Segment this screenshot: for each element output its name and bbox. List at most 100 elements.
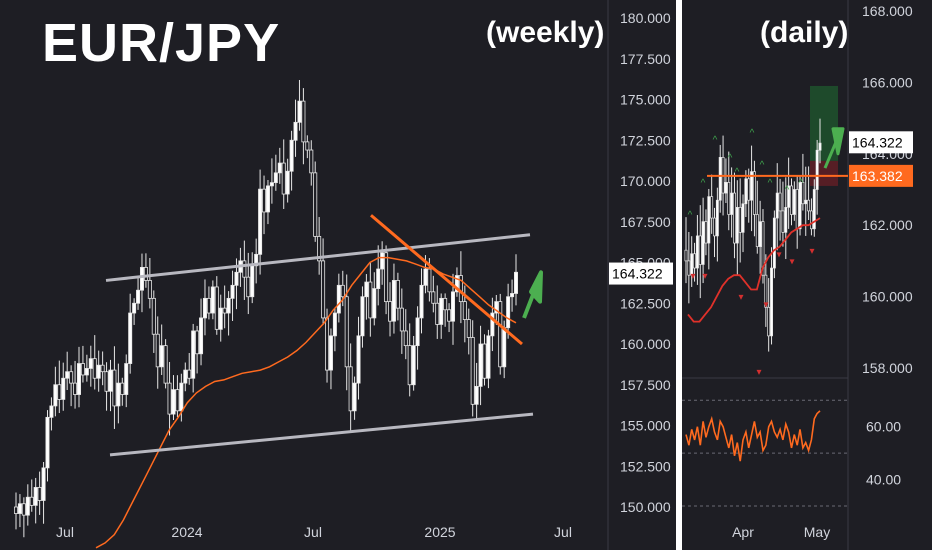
weekly-candle-body	[344, 296, 349, 368]
daily-candle-body	[741, 203, 745, 233]
weekly-candle-body	[454, 275, 459, 293]
weekly-moving-average-line	[95, 256, 517, 549]
weekly-candle-body	[143, 266, 148, 281]
weekly-candle-body	[309, 149, 314, 174]
weekly-candle-body	[466, 319, 471, 338]
weekly-candle-body	[360, 296, 365, 337]
panel-divider	[676, 0, 682, 550]
weekly-candle-body	[395, 280, 400, 309]
daily-candle-body	[687, 260, 691, 276]
weekly-candle-body	[297, 100, 302, 123]
weekly-downtrend-line	[370, 214, 523, 346]
daily-candle-body	[738, 207, 742, 233]
daily-candle-body	[764, 274, 768, 308]
weekly-candle-body	[305, 141, 310, 151]
weekly-last-price-label: 164.322	[612, 266, 663, 282]
weekly-candle-body	[246, 276, 251, 298]
weekly-candle-body	[443, 297, 448, 311]
weekly-x-tick-label: 2025	[424, 524, 455, 540]
weekly-candle-body	[132, 302, 137, 314]
weekly-candle-body	[80, 363, 85, 376]
daily-candle-body	[778, 192, 782, 212]
daily-candle-body	[695, 235, 699, 269]
weekly-candle-body	[199, 317, 204, 355]
weekly-candle-body	[451, 291, 456, 322]
daily-last-price-label: 164.322	[852, 134, 903, 150]
daily-candle-body	[750, 171, 754, 201]
weekly-candle-body	[506, 296, 511, 329]
daily-up-marker: ^	[750, 128, 755, 139]
weekly-candle-body	[407, 345, 412, 386]
weekly-candle-body	[65, 371, 70, 379]
daily-candle-body	[770, 267, 773, 337]
daily-down-marker: ▾	[776, 249, 781, 260]
daily-y-tick-label: 160.000	[862, 289, 913, 305]
daily-up-arrow-head	[831, 127, 845, 156]
daily-candle-body	[787, 185, 791, 208]
weekly-candle-body	[419, 284, 424, 319]
daily-up-marker: ^	[785, 185, 790, 196]
daily-candle-body	[718, 157, 722, 201]
weekly-candle-body	[37, 487, 42, 501]
weekly-candle-body	[447, 309, 452, 322]
daily-up-marker: ^	[713, 135, 718, 146]
weekly-y-tick-label: 180.000	[620, 10, 671, 26]
weekly-candle-body	[435, 302, 440, 325]
daily-subtitle: (daily)	[760, 16, 849, 49]
weekly-candles	[13, 80, 519, 538]
weekly-candle-body	[163, 345, 168, 384]
daily-chart: 158.000160.000162.000164.000166.000168.0…	[682, 0, 913, 550]
daily-rsi-tick-label: 40.00	[866, 472, 901, 488]
weekly-candle-body	[179, 382, 184, 412]
weekly-candle-body	[348, 366, 353, 412]
daily-y-tick-label: 162.000	[862, 217, 913, 233]
daily-candle-body	[758, 221, 762, 247]
weekly-candle-body	[226, 297, 231, 314]
weekly-candle-body	[104, 371, 109, 392]
weekly-candle-body	[399, 307, 404, 332]
weekly-candle-body	[427, 268, 432, 293]
daily-down-marker: ▾	[763, 299, 768, 310]
weekly-candle-body	[431, 291, 436, 304]
weekly-y-tick-label: 177.500	[620, 51, 671, 67]
weekly-candle-body	[462, 301, 467, 320]
weekly-candle-body	[332, 312, 337, 337]
weekly-candle-body	[73, 382, 78, 395]
weekly-y-tick-label: 157.500	[620, 377, 671, 393]
weekly-candle-body	[411, 345, 416, 386]
weekly-y-tick-label: 175.000	[620, 92, 671, 108]
weekly-candle-body	[388, 301, 393, 322]
weekly-candle-body	[510, 293, 515, 298]
daily-x-tick-label: Apr	[732, 524, 754, 540]
weekly-up-arrow-icon	[522, 270, 543, 319]
daily-candle-body	[818, 142, 822, 151]
weekly-channel-upper-line	[105, 233, 531, 282]
weekly-candle-body	[108, 369, 113, 392]
daily-rsi-tick-label: 60.00	[866, 419, 901, 435]
weekly-candle-body	[100, 364, 105, 373]
daily-candle-body	[713, 217, 716, 237]
daily-candle-body	[815, 149, 819, 190]
weekly-candle-body	[352, 382, 357, 412]
weekly-candle-body	[478, 343, 483, 387]
daily-candle-body	[735, 207, 739, 244]
weekly-y-tick-label: 152.500	[620, 458, 671, 474]
daily-rsi-line	[685, 410, 821, 462]
weekly-candle-body	[470, 337, 475, 405]
weekly-candle-body	[273, 172, 278, 184]
weekly-candle-body	[175, 389, 180, 412]
weekly-candle-body	[124, 363, 129, 395]
daily-up-marker: ^	[688, 210, 693, 221]
weekly-candle-body	[159, 345, 164, 368]
weekly-channel-lower-line	[109, 412, 534, 457]
weekly-candle-body	[195, 330, 200, 355]
daily-candle-body	[744, 178, 748, 205]
daily-candles	[684, 118, 822, 352]
daily-down-marker: ▾	[702, 271, 707, 282]
weekly-y-tick-label: 172.500	[620, 132, 671, 148]
weekly-candle-body	[328, 335, 333, 371]
daily-candle-body	[798, 182, 802, 230]
weekly-candle-body	[218, 307, 223, 330]
daily-candle-body	[775, 192, 779, 219]
